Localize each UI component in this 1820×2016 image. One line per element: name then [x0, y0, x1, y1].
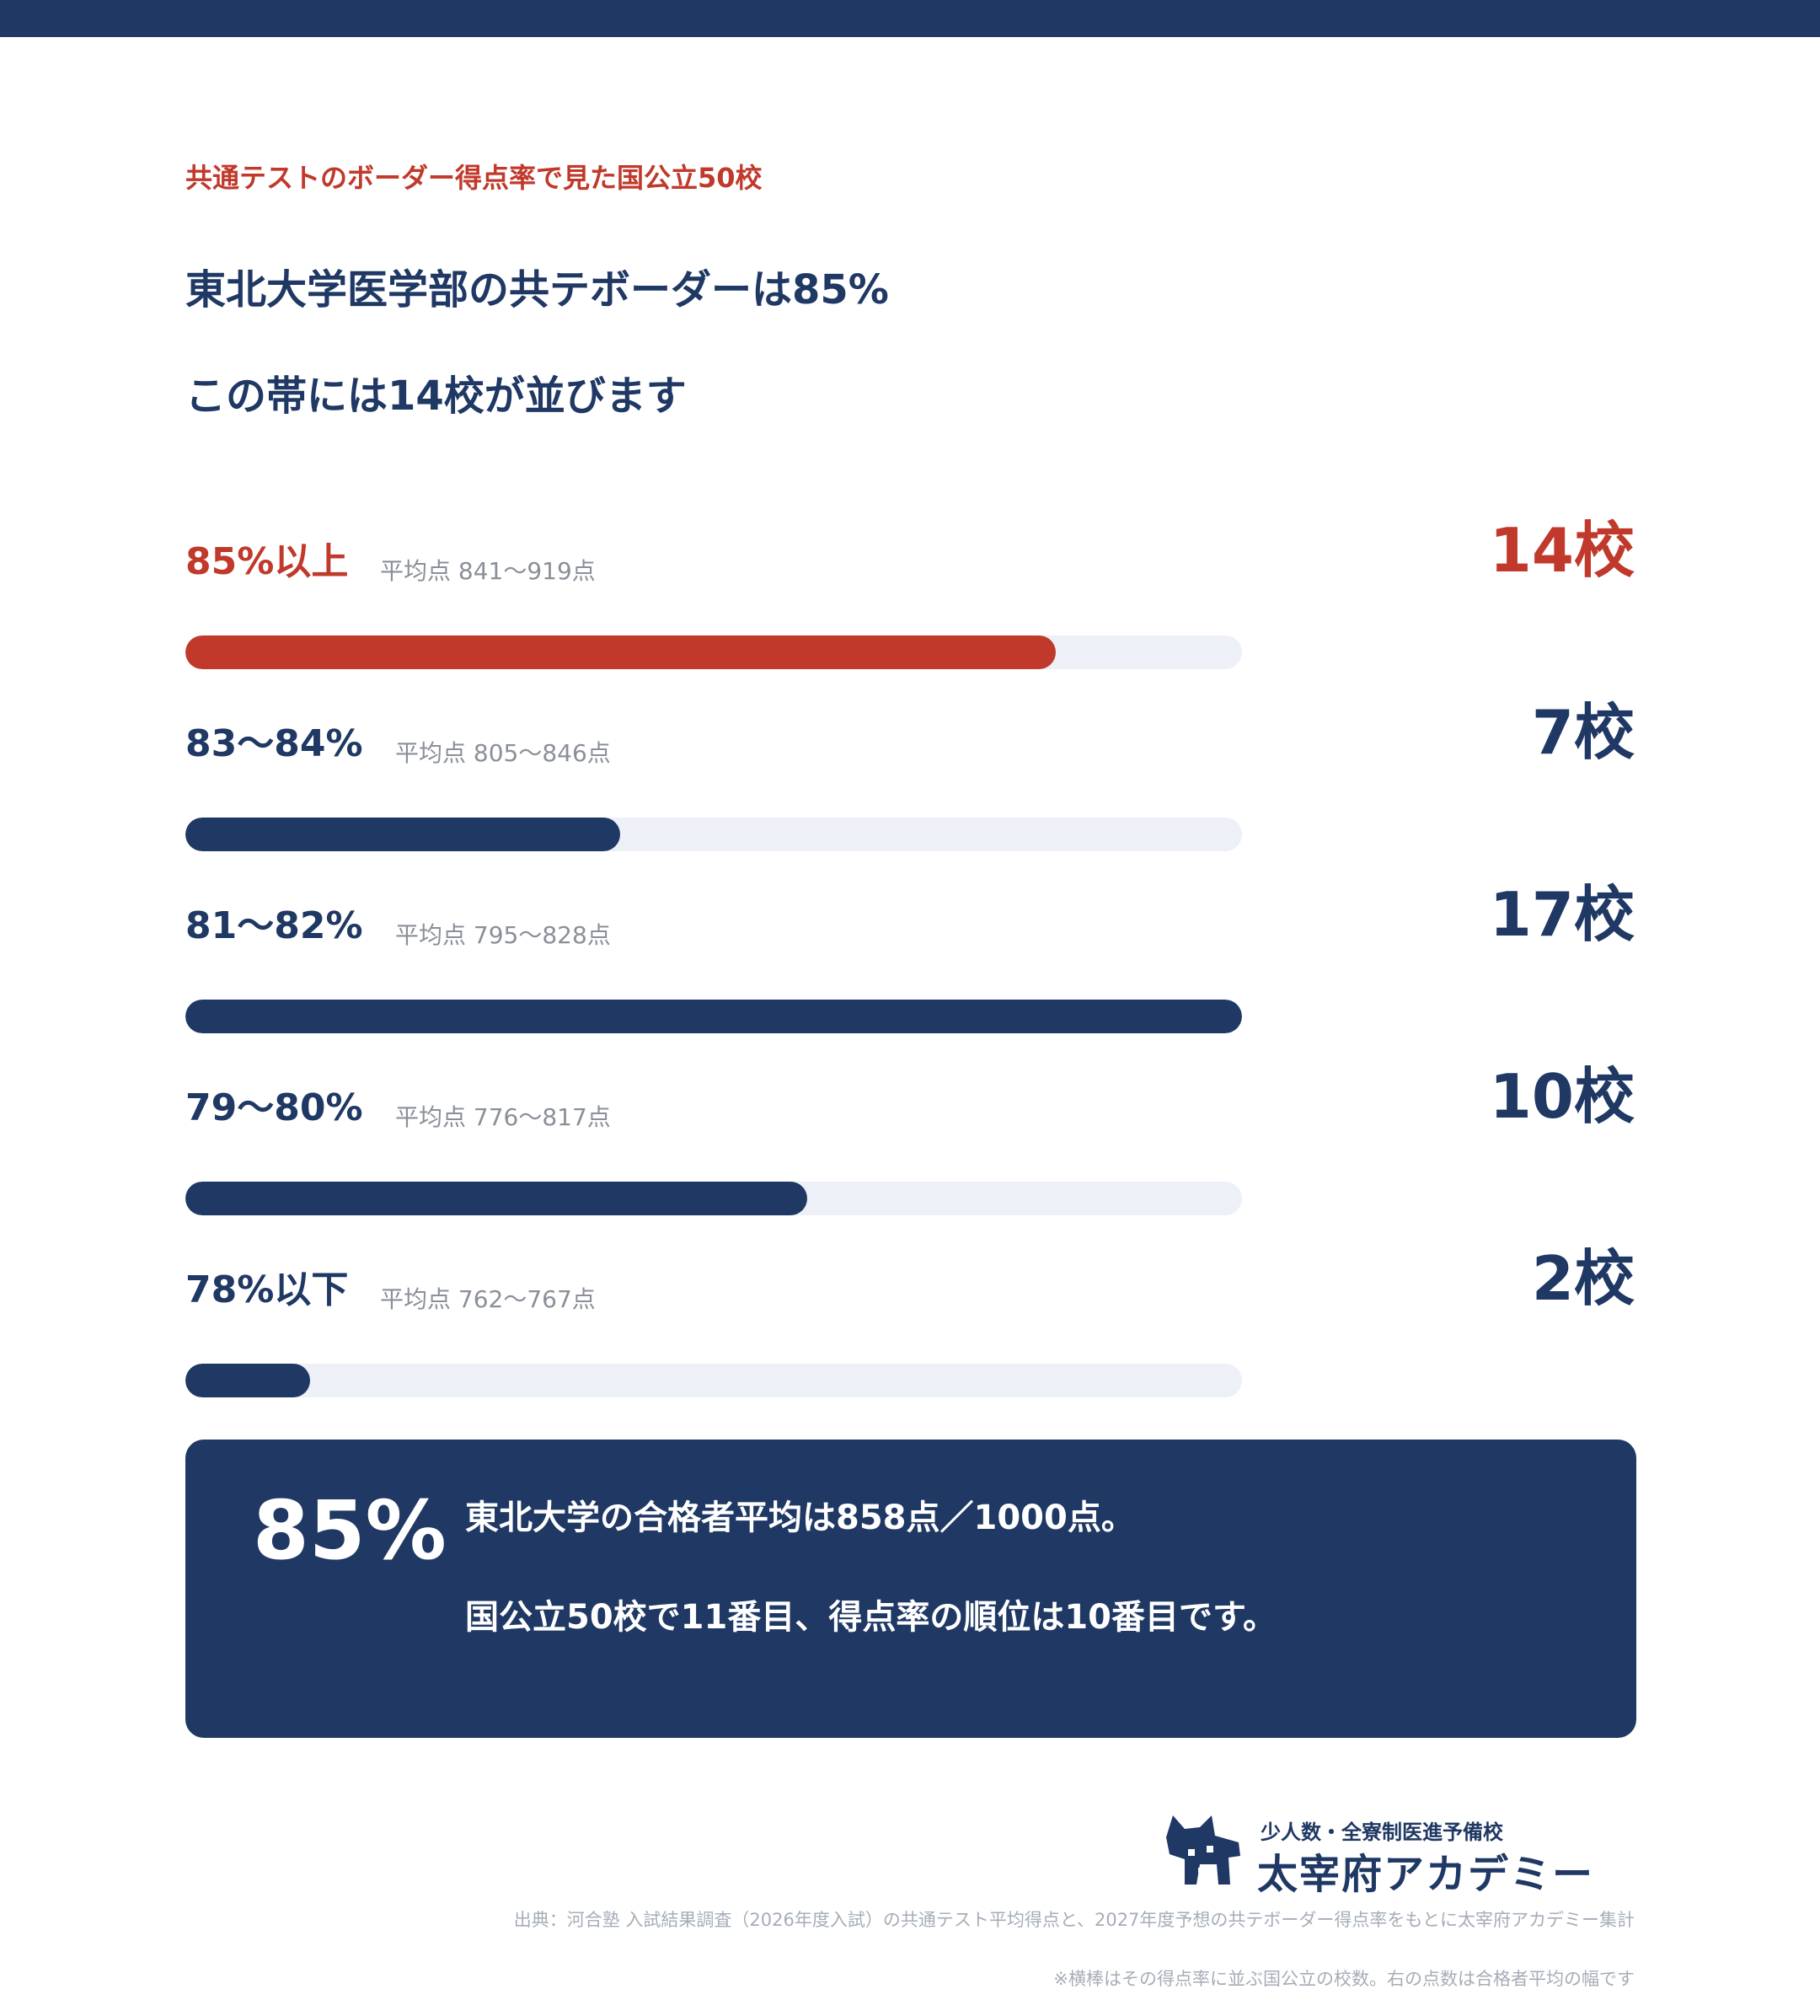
bar-track	[185, 818, 1242, 851]
bar-category-label: 78%以下	[185, 1268, 349, 1311]
callout-line-rank: 国公立50校で11番目、得点率の順位は10番目です。	[465, 1598, 1277, 1637]
chart-row: 79〜80% 平均点 776〜817点 10校	[0, 1061, 1820, 1246]
bar-category-label: 83〜84%	[185, 722, 363, 765]
bar-fill	[185, 635, 1056, 669]
bar-category-label: 85%以上	[185, 540, 349, 583]
brand-tagline: 少人数・全寮制医進予備校	[1261, 1820, 1503, 1844]
bar-fill	[185, 1000, 1242, 1033]
brand-name: 太宰府アカデミー	[1257, 1851, 1595, 1898]
bar-value-label: 7校	[1531, 697, 1635, 768]
bar-fill	[185, 1182, 807, 1215]
chart-subheadline: この帯には14校が並びます	[185, 373, 687, 420]
bar-fill	[185, 1364, 310, 1397]
bar-value-label: 14校	[1489, 515, 1635, 586]
chart-row: 83〜84% 平均点 805〜846点 7校	[0, 697, 1820, 882]
bar-fill	[185, 818, 620, 851]
chart-footnote: ※横棒はその得点率に並ぶ国公立の校数。右の点数は合格者平均の幅です	[1053, 1969, 1635, 1989]
callout-line-average: 東北大学の合格者平均は858点／1000点。	[465, 1499, 1135, 1537]
source-note: 出典：河合塾 入試結果調査（2026年度入試）の共通テスト平均得点と、2027年…	[513, 1910, 1635, 1930]
callout-percentage: 85%	[253, 1483, 447, 1578]
bar-track	[185, 1364, 1242, 1397]
brand-logo: 少人数・全寮制医進予備校 太宰府アカデミー	[1163, 1810, 1636, 1898]
bar-track	[185, 1182, 1242, 1215]
bar-value-label: 17校	[1489, 879, 1635, 950]
top-accent-bar	[0, 0, 1820, 37]
bar-average-range: 平均点 762〜767点	[380, 1285, 596, 1313]
bar-value-label: 10校	[1489, 1061, 1635, 1132]
bar-average-range: 平均点 841〜919点	[380, 557, 596, 585]
bar-category-label: 81〜82%	[185, 904, 363, 947]
bar-track	[185, 1000, 1242, 1033]
bar-track	[185, 635, 1242, 669]
chart-eyebrow: 共通テストのボーダー得点率で見た国公立50校	[185, 162, 763, 194]
chart-row: 85%以上 平均点 841〜919点 14校	[0, 515, 1820, 700]
bar-average-range: 平均点 776〜817点	[395, 1103, 611, 1131]
bar-average-range: 平均点 795〜828点	[395, 921, 611, 949]
bar-category-label: 79〜80%	[185, 1086, 363, 1129]
shiba-dog-logo-icon	[1166, 1815, 1240, 1885]
chart-headline: 東北大学医学部の共テボーダーは85%	[185, 266, 889, 314]
bar-average-range: 平均点 805〜846点	[395, 739, 611, 767]
chart-row: 81〜82% 平均点 795〜828点 17校	[0, 879, 1820, 1064]
bar-value-label: 2校	[1531, 1243, 1635, 1314]
chart-row: 78%以下 平均点 762〜767点 2校	[0, 1243, 1820, 1428]
summary-callout: 85% 東北大学の合格者平均は858点／1000点。 国公立50校で11番目、得…	[185, 1440, 1636, 1738]
